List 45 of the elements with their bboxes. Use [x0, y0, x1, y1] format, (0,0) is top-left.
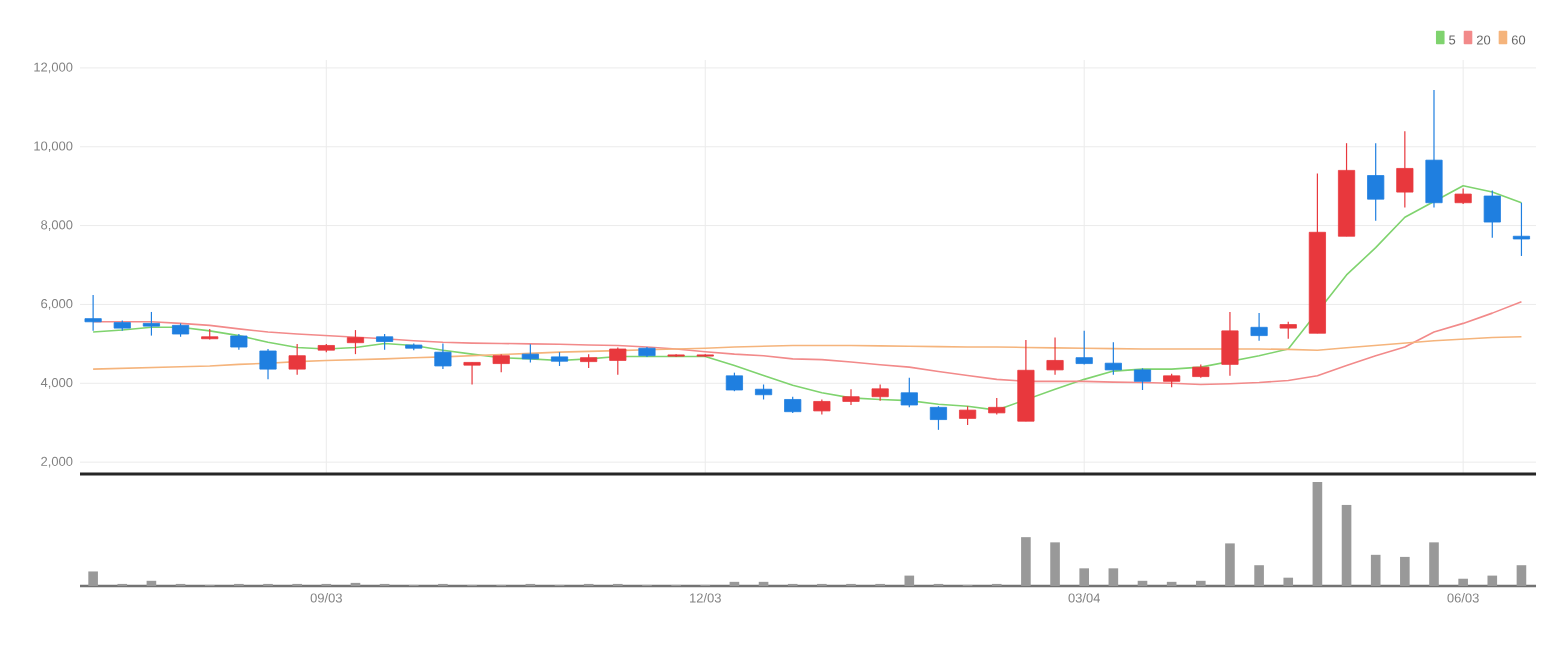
bar [1283, 577, 1294, 586]
bar [1254, 565, 1264, 586]
bar [1400, 556, 1410, 586]
bar [1429, 542, 1439, 586]
bar [88, 571, 98, 586]
candlestick [929, 405, 948, 431]
bar [1195, 580, 1206, 586]
candlestick [1046, 336, 1064, 376]
candlestick [1221, 311, 1239, 377]
candlestick [1396, 130, 1414, 209]
candlestick [434, 342, 452, 370]
bar [1516, 565, 1527, 586]
bar [1341, 504, 1352, 586]
bar [1312, 482, 1323, 586]
bar [1108, 568, 1119, 586]
bar [1225, 543, 1235, 586]
bar [1370, 554, 1381, 586]
candlestick [1104, 341, 1122, 376]
bar [1487, 575, 1498, 586]
candlestick [842, 388, 860, 406]
candlestick [492, 353, 510, 373]
candlestick [609, 346, 627, 376]
candlestick [900, 377, 918, 408]
candlestick [1133, 367, 1152, 391]
bar [1021, 537, 1031, 586]
candlestick [346, 329, 365, 355]
candlestick [1250, 312, 1268, 342]
bar [1050, 542, 1060, 586]
candlestick [1367, 142, 1385, 222]
candlestick [521, 343, 539, 364]
candlestick [1483, 189, 1501, 239]
candlestick [463, 361, 481, 386]
candlestick [288, 343, 306, 376]
candlestick [84, 294, 102, 332]
candlestick [259, 348, 277, 380]
bar [1079, 568, 1090, 586]
candlestick [959, 405, 977, 426]
candlestick [1075, 330, 1093, 365]
candlestick [142, 311, 160, 337]
candlestick [1425, 89, 1443, 209]
bar [904, 575, 915, 586]
bar [146, 580, 157, 586]
bar [1458, 578, 1468, 586]
bar [1137, 580, 1148, 586]
candlestick [1512, 202, 1530, 257]
